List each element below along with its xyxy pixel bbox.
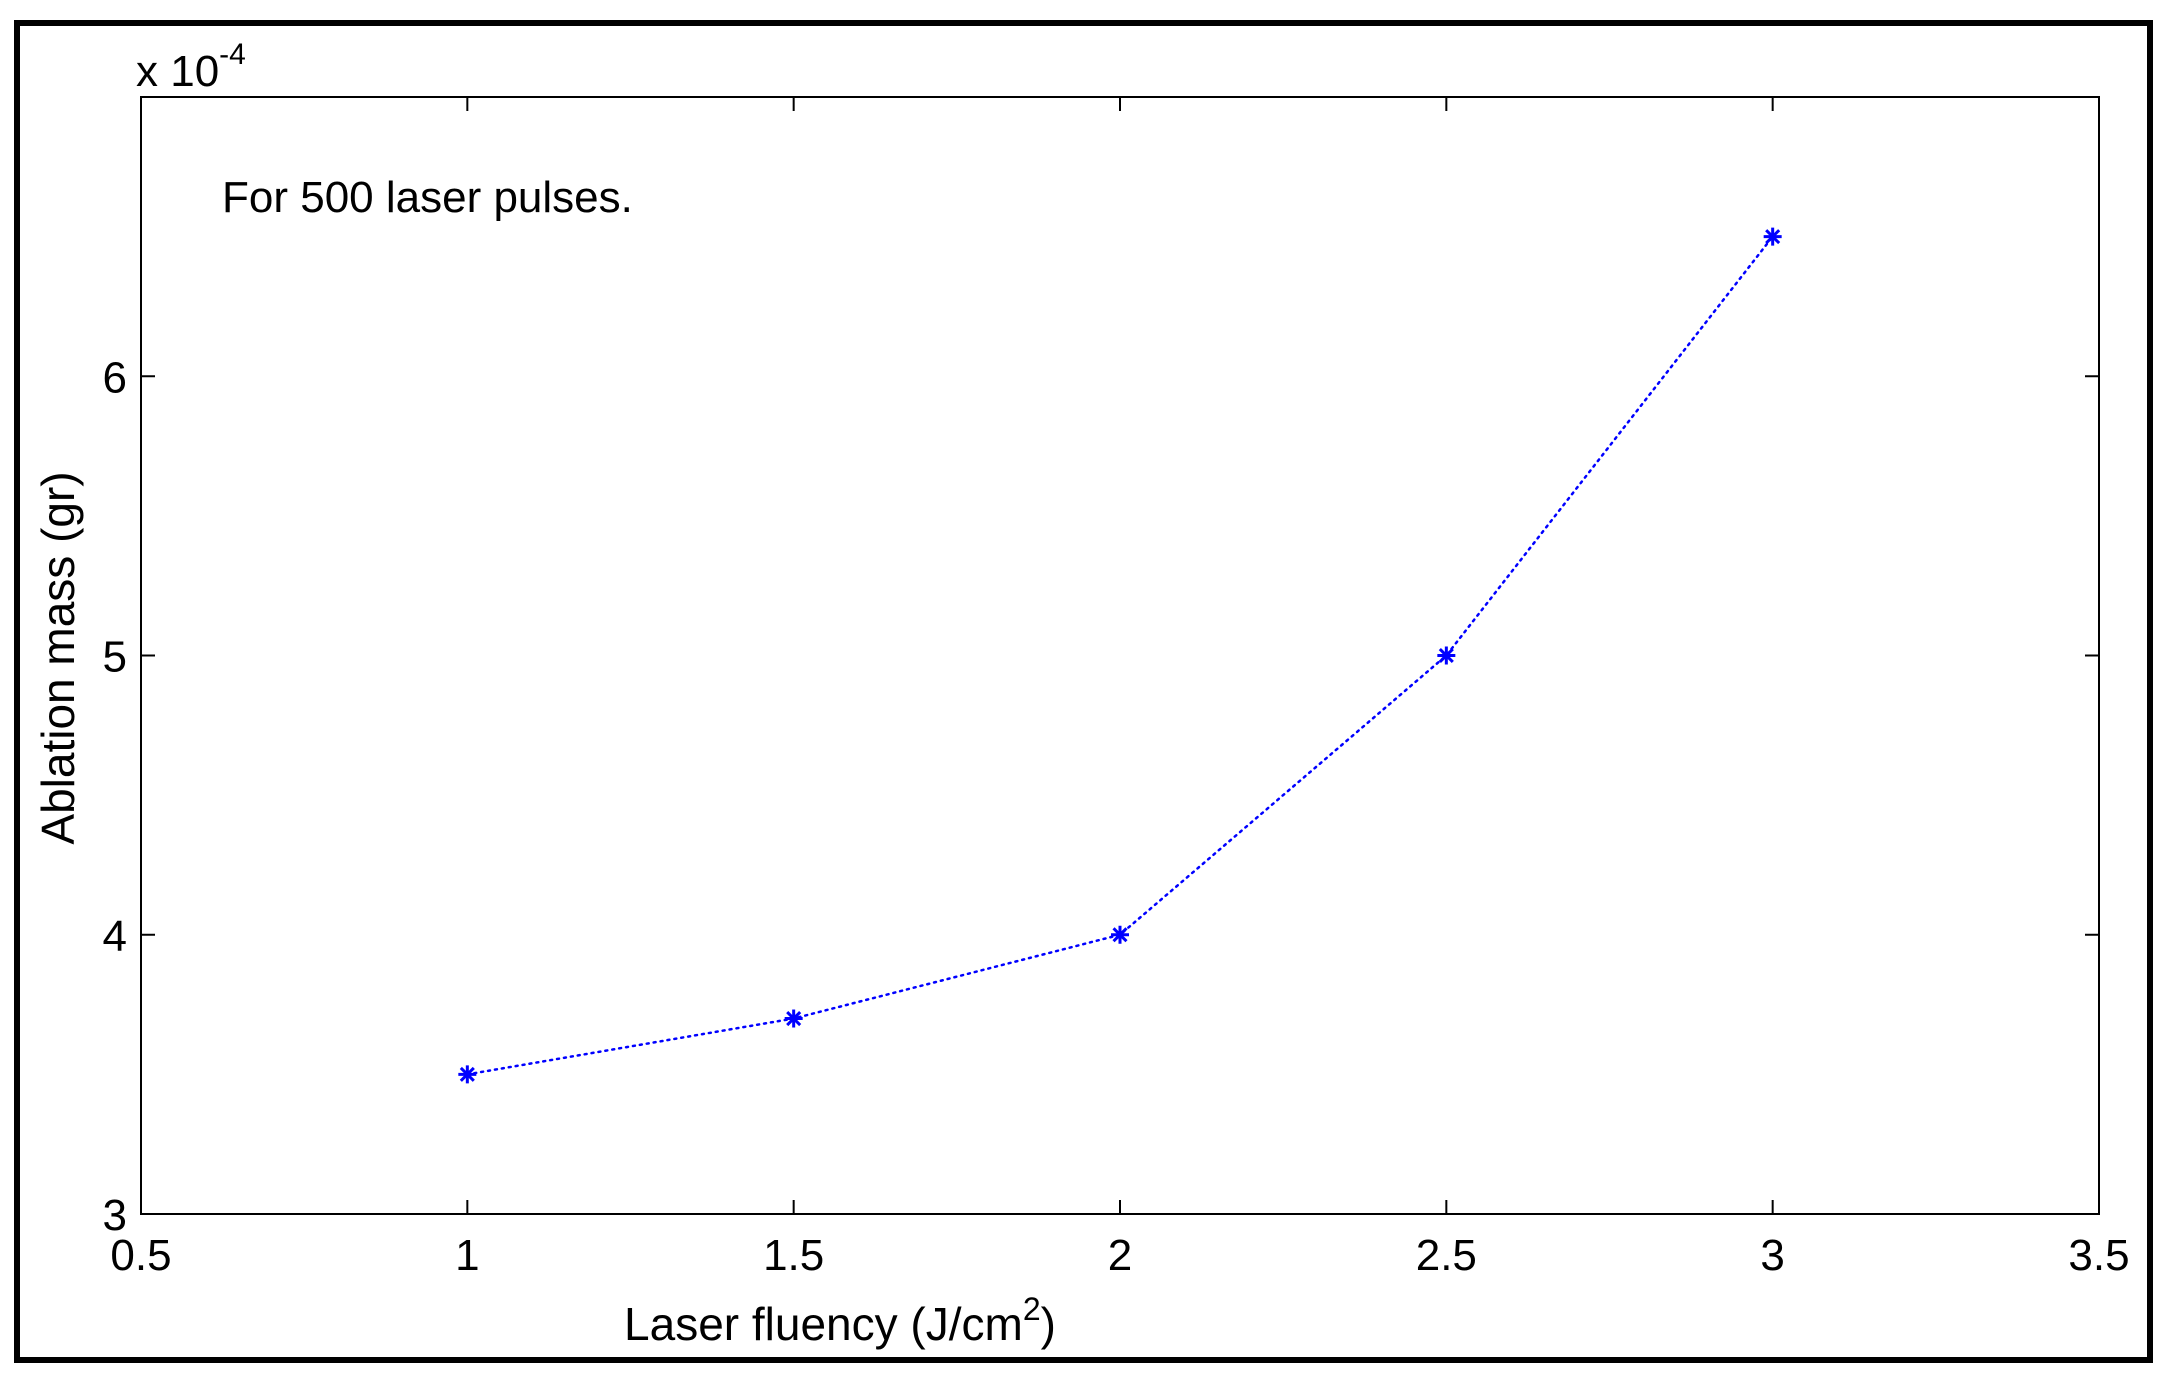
x-tick-label: 2 [1108, 1231, 1132, 1280]
data-point-marker [1437, 646, 1456, 665]
y-tick-labels: 3 4 5 6 [103, 353, 127, 1240]
y-axis-multiplier: x 10-4 [136, 38, 246, 96]
x-tick-label: 3 [1760, 1231, 1784, 1280]
y-axis-multiplier-exponent: -4 [219, 38, 246, 71]
tick-marks [140, 97, 2100, 1215]
axes [140, 96, 2100, 1215]
x-axis-label-tail: ) [1041, 1298, 1056, 1350]
plot-area [140, 96, 2100, 1215]
y-tick-label: 6 [103, 353, 127, 402]
x-tick-labels: 0.5 1 1.5 2 2.5 3 3.5 [110, 1231, 2129, 1280]
x-tick-label: 2.5 [1416, 1231, 1477, 1280]
y-axis-multiplier-base: x 10 [136, 47, 219, 96]
series [458, 227, 1782, 1084]
y-tick-label: 5 [103, 633, 127, 682]
y-axis-label: Ablation mass (gr) [32, 471, 84, 844]
x-tick-label: 1 [455, 1231, 479, 1280]
x-axis-label: Laser fluency (J/cm2) [624, 1291, 1056, 1350]
x-tick-label: 1.5 [763, 1231, 824, 1280]
data-point-marker [1763, 227, 1782, 246]
x-tick-label: 0.5 [110, 1231, 171, 1280]
data-point-marker [1111, 925, 1129, 944]
x-tick-label: 3.5 [2068, 1231, 2129, 1280]
x-axis-label-superscript: 2 [1023, 1291, 1041, 1327]
series-line [466, 235, 1774, 1076]
y-tick-label: 4 [103, 912, 127, 961]
figure-frame [14, 20, 2153, 1363]
chart-annotation: For 500 laser pulses. [222, 173, 633, 222]
data-point-marker [458, 1065, 477, 1084]
y-tick-label: 3 [103, 1191, 127, 1240]
data-point-marker [784, 1009, 803, 1028]
x-axis-label-main: Laser fluency (J/cm [624, 1298, 1023, 1350]
